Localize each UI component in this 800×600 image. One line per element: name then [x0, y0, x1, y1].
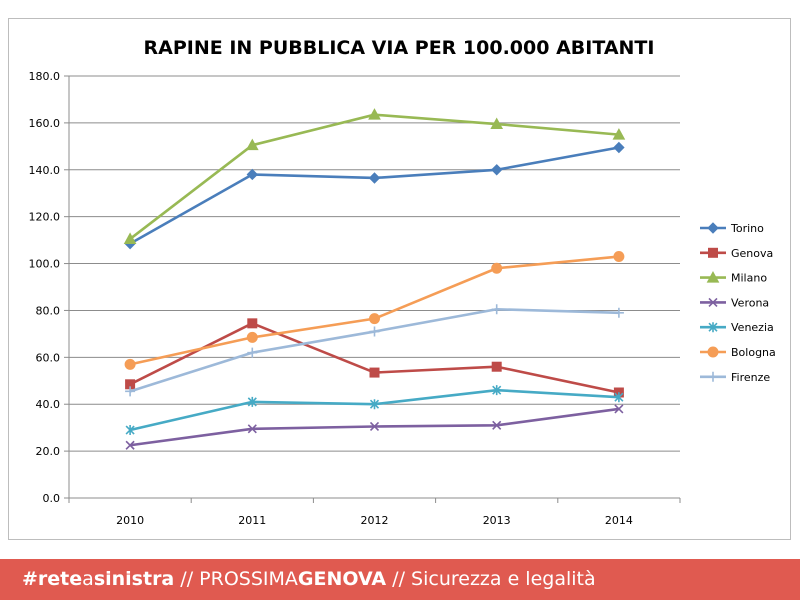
data-point — [247, 347, 258, 358]
legend-item: Venezia — [700, 321, 774, 334]
footer-separator: // — [174, 568, 200, 590]
x-tick-label: 2013 — [483, 514, 511, 527]
line-chart: RAPINE IN PUBBLICA VIA PER 100.000 ABITA… — [29, 37, 776, 527]
y-tick-label: 100.0 — [29, 258, 61, 271]
x-tick-label: 2011 — [238, 514, 266, 527]
data-point — [490, 164, 503, 176]
y-tick-label: 80.0 — [36, 304, 61, 317]
data-point — [708, 247, 718, 258]
legend-label: Venezia — [731, 321, 774, 334]
data-point — [614, 404, 624, 414]
data-point — [612, 128, 626, 140]
data-point — [369, 326, 380, 337]
chart-frame: RAPINE IN PUBBLICA VIA PER 100.000 ABITA… — [8, 18, 791, 540]
data-point — [368, 172, 381, 184]
series-line — [129, 388, 619, 432]
series-line — [129, 146, 620, 245]
footer-genova: GENOVA — [297, 568, 387, 590]
data-point — [490, 117, 504, 130]
y-tick-label: 20.0 — [36, 445, 61, 458]
legend: Torino Genova Milano Verona Venezia Bologna Fi… — [700, 222, 776, 384]
footer-prossima: PROSSIMA — [199, 568, 298, 590]
y-tick-label: 140.0 — [29, 164, 61, 177]
series-torino — [124, 141, 625, 250]
data-point — [708, 297, 718, 307]
data-point — [369, 313, 380, 325]
footer-hashtag-a: a — [82, 568, 94, 590]
x-tick-label: 2014 — [605, 514, 633, 527]
series-verona — [125, 404, 624, 450]
x-tick-label: 2010 — [116, 514, 144, 527]
footer-banner: #reteasinistra // PROSSIMAGENOVA // Sicu… — [0, 559, 800, 600]
legend-label: Firenze — [731, 371, 770, 384]
data-point — [707, 346, 719, 358]
legend-item: Bologna — [700, 346, 776, 359]
data-point — [245, 138, 259, 151]
data-point — [708, 322, 718, 333]
series-milano — [123, 108, 626, 244]
y-tick-label: 160.0 — [29, 117, 61, 130]
data-point — [125, 425, 135, 436]
data-point — [707, 222, 719, 234]
legend-item: Torino — [700, 222, 764, 235]
grid-lines — [69, 75, 680, 452]
data-point — [492, 385, 502, 396]
data-point — [369, 421, 380, 432]
footer-hashtag-sinistra: sinistra — [93, 568, 175, 590]
legend-label: Bologna — [731, 346, 776, 359]
data-point — [708, 371, 718, 382]
data-point — [246, 331, 258, 343]
series-lines — [123, 108, 626, 450]
chart-title: RAPINE IN PUBBLICA VIA PER 100.000 ABITA… — [144, 37, 655, 59]
data-point — [491, 304, 502, 315]
footer-topic: Sicurezza e legalità — [411, 568, 596, 590]
data-point — [246, 168, 259, 181]
legend-label: Genova — [731, 247, 773, 260]
series-venezia — [125, 385, 624, 436]
data-point — [247, 318, 258, 329]
y-tick-label: 120.0 — [29, 211, 61, 224]
data-point — [123, 232, 137, 244]
y-tick-label: 180.0 — [29, 70, 61, 83]
data-point — [491, 361, 502, 372]
data-point — [613, 141, 625, 154]
y-tick-label: 0.0 — [43, 492, 61, 505]
y-tick-label: 60.0 — [36, 351, 61, 364]
legend-item: Firenze — [700, 371, 770, 384]
data-point — [369, 367, 380, 378]
legend-item: Milano — [700, 271, 767, 285]
data-point — [614, 392, 624, 403]
data-point — [125, 440, 135, 450]
legend-label: Verona — [731, 296, 769, 309]
legend-label: Milano — [731, 272, 767, 285]
data-point — [706, 271, 720, 283]
data-point — [491, 262, 503, 274]
series-firenze — [125, 304, 624, 397]
series-bologna — [124, 251, 625, 370]
footer-hashtag-rete: #rete — [22, 568, 83, 590]
data-point — [247, 396, 257, 407]
legend-item: Genova — [700, 247, 773, 260]
axes: 0.0 20.0 40.0 60.0 80.0 100.0 120.0 140.0 160.0 1… — [29, 70, 681, 527]
data-point — [613, 251, 625, 263]
data-point — [124, 358, 136, 370]
x-tick-label: 2012 — [361, 514, 389, 527]
data-point — [125, 386, 136, 397]
footer-separator: // — [386, 568, 412, 590]
data-point — [492, 420, 502, 430]
legend-label: Torino — [730, 222, 764, 235]
data-point — [368, 108, 381, 120]
data-point — [613, 307, 624, 318]
y-tick-label: 40.0 — [36, 398, 61, 411]
data-point — [247, 424, 257, 434]
legend-item: Verona — [700, 296, 769, 309]
data-point — [369, 399, 380, 410]
